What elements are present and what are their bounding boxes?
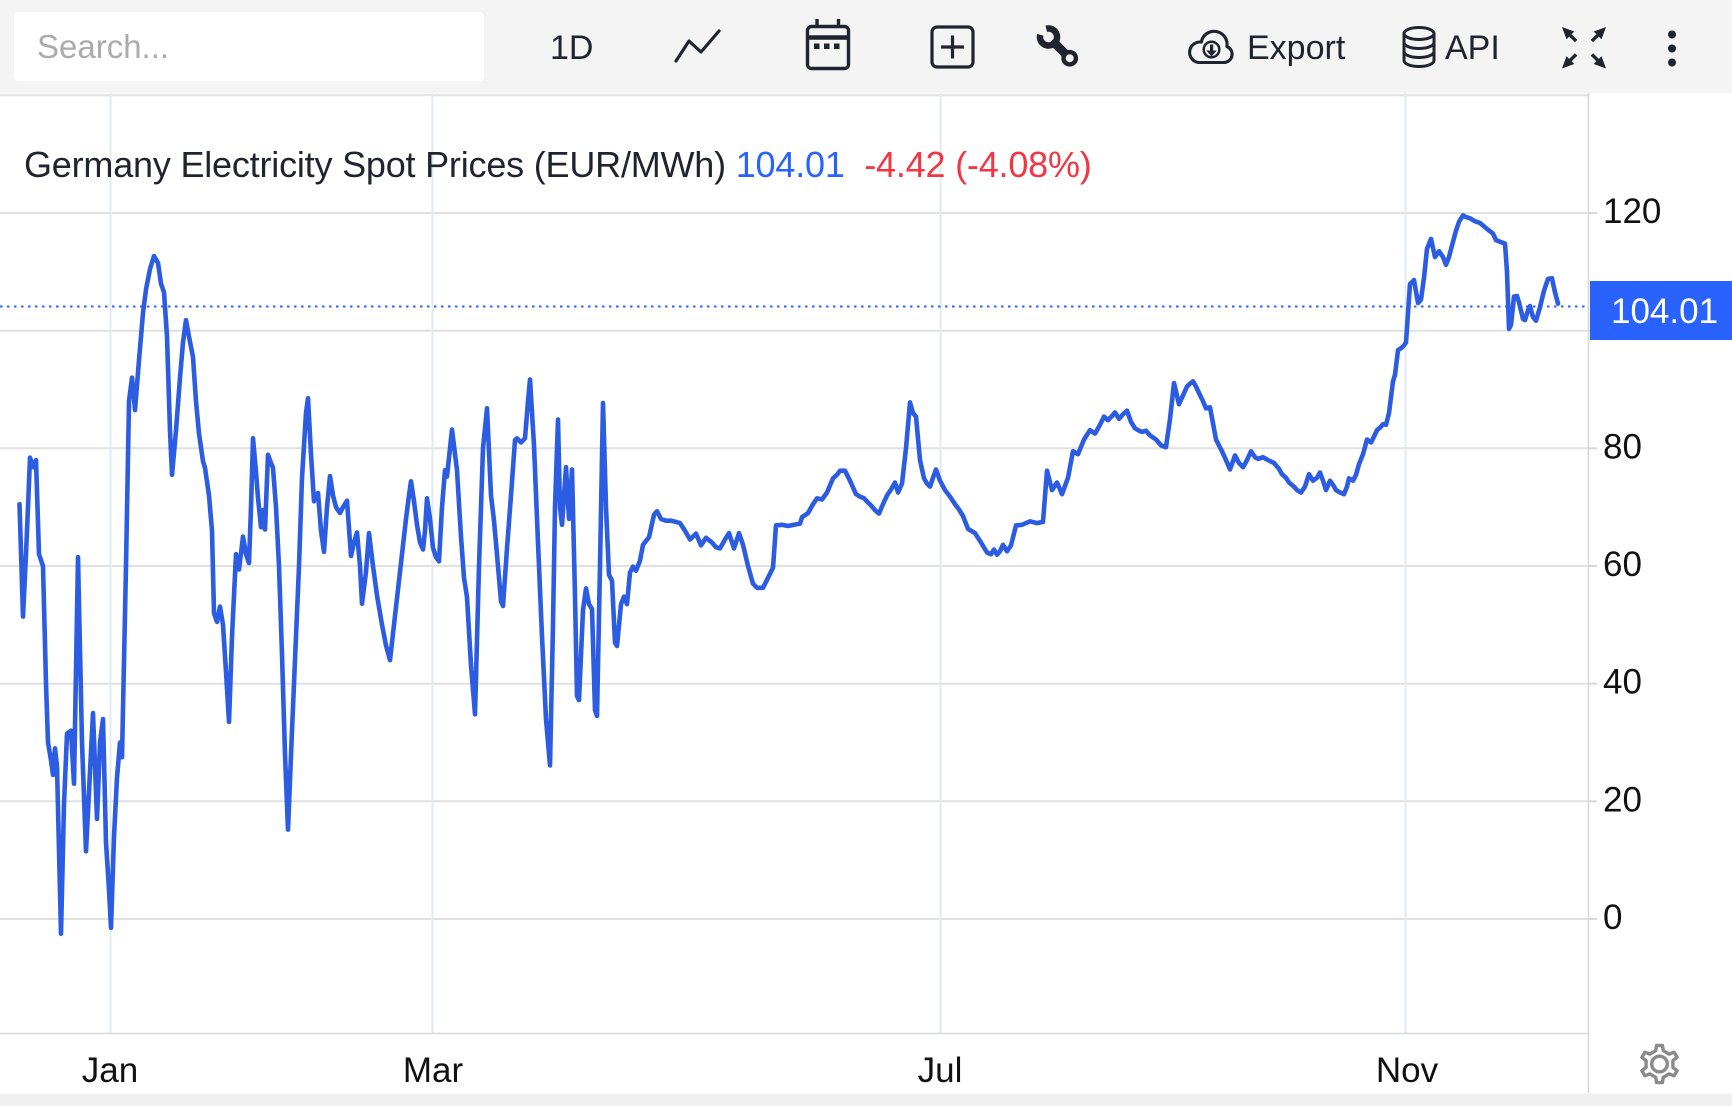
svg-text:Mar: Mar	[403, 1051, 464, 1090]
svg-text:80: 80	[1603, 427, 1642, 466]
svg-text:1D: 1D	[550, 29, 593, 67]
svg-text:120: 120	[1603, 192, 1661, 231]
svg-text:20: 20	[1603, 780, 1642, 819]
svg-text:Nov: Nov	[1376, 1051, 1439, 1090]
svg-text:40: 40	[1603, 663, 1642, 702]
svg-text:104.01: 104.01	[1611, 292, 1718, 331]
svg-text:60: 60	[1603, 545, 1642, 584]
svg-text:Jul: Jul	[918, 1051, 963, 1090]
svg-text:Jan: Jan	[82, 1051, 138, 1090]
svg-text:API: API	[1445, 29, 1500, 67]
svg-text:Export: Export	[1247, 29, 1346, 67]
svg-text:0: 0	[1603, 898, 1622, 937]
